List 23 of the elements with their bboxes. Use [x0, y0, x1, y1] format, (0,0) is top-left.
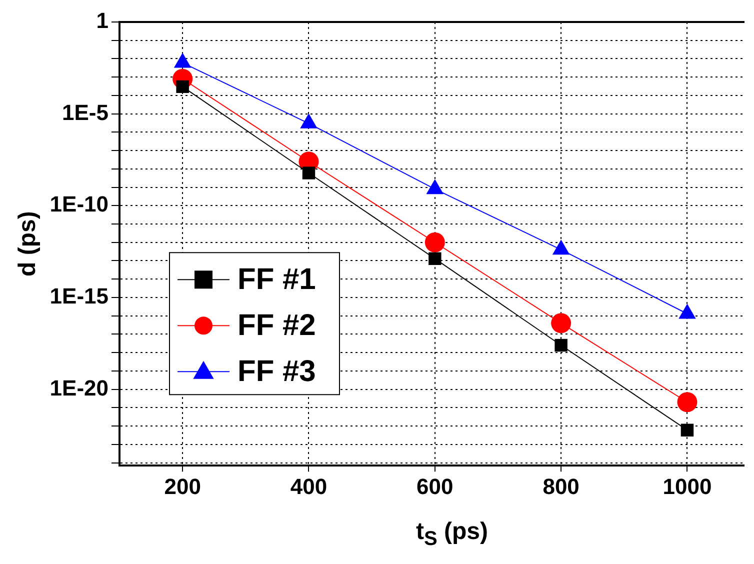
point — [428, 252, 442, 266]
x-axis-title: t$_{S}$ (ps) — [414, 518, 489, 551]
y-tick-label: 1E-5 — [62, 100, 109, 125]
y-tick-label: 1E-10 — [50, 192, 109, 217]
x-tick-label: 600 — [416, 474, 454, 499]
point — [176, 80, 189, 94]
y-axis-title: d (ps) — [14, 211, 42, 276]
y-tick-label: 1 — [96, 8, 109, 34]
y-tick-label: 1E-15 — [50, 284, 109, 309]
x-tick-label: 200 — [164, 474, 201, 499]
legend-label: FF #1 — [238, 262, 316, 296]
point — [424, 232, 445, 252]
point — [554, 338, 568, 352]
legend-label: FF #2 — [238, 308, 316, 342]
x-tick-label: 800 — [542, 474, 580, 499]
y-tick-label: 1E-20 — [50, 375, 109, 400]
point — [677, 392, 698, 412]
point — [551, 313, 572, 334]
legend-label: FF #3 — [238, 354, 316, 388]
x-tick-label: 400 — [290, 474, 328, 499]
point — [680, 424, 694, 436]
x-tick-label: 1000 — [662, 474, 712, 499]
point — [302, 166, 316, 180]
